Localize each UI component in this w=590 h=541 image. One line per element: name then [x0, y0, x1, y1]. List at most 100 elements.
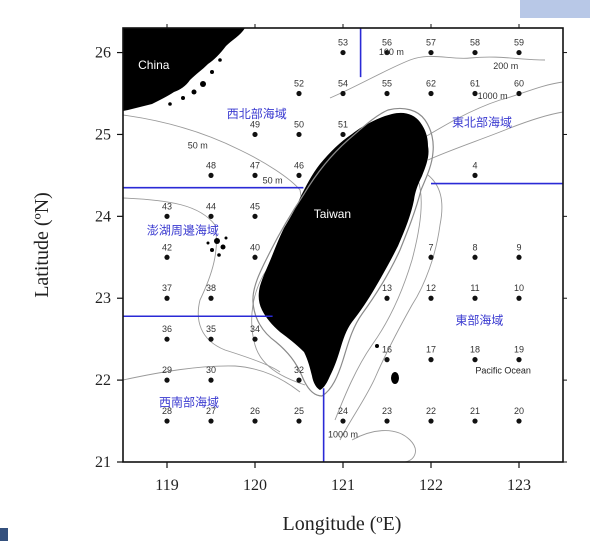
station-54: 54 [338, 79, 348, 97]
station-dot [164, 254, 170, 260]
station-29: 29 [162, 365, 172, 383]
x-tick-label: 121 [331, 477, 355, 494]
station-36: 36 [162, 324, 172, 342]
isobath-contours [122, 55, 564, 463]
station-number: 57 [426, 38, 436, 48]
station-number: 52 [294, 79, 304, 89]
station-38: 38 [206, 283, 216, 301]
station-30: 30 [206, 365, 216, 383]
station-number: 20 [514, 406, 524, 416]
station-number: 40 [250, 242, 260, 252]
contour-line [351, 430, 416, 463]
region-label: 東部海域 [455, 312, 503, 327]
contour-line [329, 55, 546, 99]
y-tick-label: 26 [95, 45, 111, 62]
station-dot [164, 213, 170, 219]
station-28: 28 [162, 406, 172, 424]
station-number: 58 [470, 38, 480, 48]
station-18: 18 [470, 345, 480, 363]
station-50: 50 [294, 119, 304, 138]
station-dot [296, 172, 302, 178]
station-number: 19 [514, 345, 524, 355]
contour-line [339, 174, 443, 441]
station-number: 24 [338, 406, 348, 416]
corner-decoration-left [0, 528, 8, 541]
station-number: 27 [206, 406, 216, 416]
station-dot [384, 357, 390, 363]
station-number: 7 [428, 242, 433, 252]
station-dot [340, 418, 346, 424]
contour-label: 100 m [379, 47, 404, 57]
station-37: 37 [162, 283, 172, 301]
station-number: 42 [162, 242, 172, 252]
contour-label: 200 m [493, 61, 518, 71]
station-9: 9 [516, 242, 522, 260]
station-dot [384, 90, 390, 97]
y-tick-label: 22 [95, 372, 111, 389]
station-number: 55 [382, 79, 392, 89]
station-dot [208, 295, 214, 301]
y-axis: 21 22 23 24 25 26 [95, 45, 567, 471]
station-dot [340, 131, 346, 138]
region-label: 澎湖周邊海域 [147, 222, 219, 237]
y-tick-label: 24 [95, 208, 111, 225]
station-number: 61 [470, 79, 480, 89]
station-60: 60 [514, 79, 524, 97]
y-axis-title: Latitude (ºN) [31, 192, 53, 298]
station-dot [252, 254, 258, 260]
station-dot [252, 336, 258, 342]
station-47: 47 [250, 160, 260, 178]
china-coastal-islands [168, 58, 222, 106]
place-label: Taiwan [314, 207, 351, 221]
x-tick-label: 122 [419, 477, 443, 494]
station-number: 36 [162, 324, 172, 334]
station-42: 42 [162, 242, 172, 260]
station-22: 22 [426, 406, 436, 424]
station-number: 21 [470, 406, 480, 416]
station-23: 23 [382, 406, 392, 424]
station-dot [164, 418, 170, 424]
station-dot [428, 295, 434, 301]
station-32: 32 [294, 365, 304, 383]
station-dot [208, 377, 214, 383]
taiwan-coastal-shelf [252, 107, 434, 397]
station-number: 38 [206, 283, 216, 293]
region-label: 西北部海域 [227, 106, 287, 121]
station-45: 45 [250, 201, 260, 219]
x-tick-label: 119 [155, 477, 178, 494]
region-label: 東北部海域 [452, 114, 512, 129]
station-dot [384, 49, 390, 56]
station-number: 29 [162, 365, 172, 375]
contour-line [122, 365, 301, 393]
station-27: 27 [206, 406, 216, 424]
station-number: 8 [472, 242, 477, 252]
station-43: 43 [162, 201, 172, 219]
station-number: 48 [206, 160, 216, 170]
station-dot [428, 357, 434, 363]
station-number: 10 [514, 283, 524, 293]
station-dot [208, 213, 214, 219]
station-19: 19 [514, 345, 524, 363]
station-number: 50 [294, 119, 304, 129]
station-62: 62 [426, 79, 436, 97]
station-44: 44 [206, 201, 216, 219]
station-dot [252, 213, 258, 219]
station-24: 24 [338, 406, 348, 424]
contour-line [334, 179, 422, 421]
station-dot [164, 377, 170, 383]
station-number: 37 [162, 283, 172, 293]
station-number: 43 [162, 201, 172, 211]
station-48: 48 [206, 160, 216, 178]
station-dot [516, 418, 522, 424]
station-55: 55 [382, 79, 392, 97]
contour-line [122, 197, 281, 373]
station-dot [340, 90, 346, 97]
penghu-islands [206, 236, 228, 257]
station-dot [472, 357, 478, 363]
station-57: 57 [426, 38, 436, 56]
station-4: 4 [472, 160, 478, 178]
station-number: 12 [426, 283, 436, 293]
